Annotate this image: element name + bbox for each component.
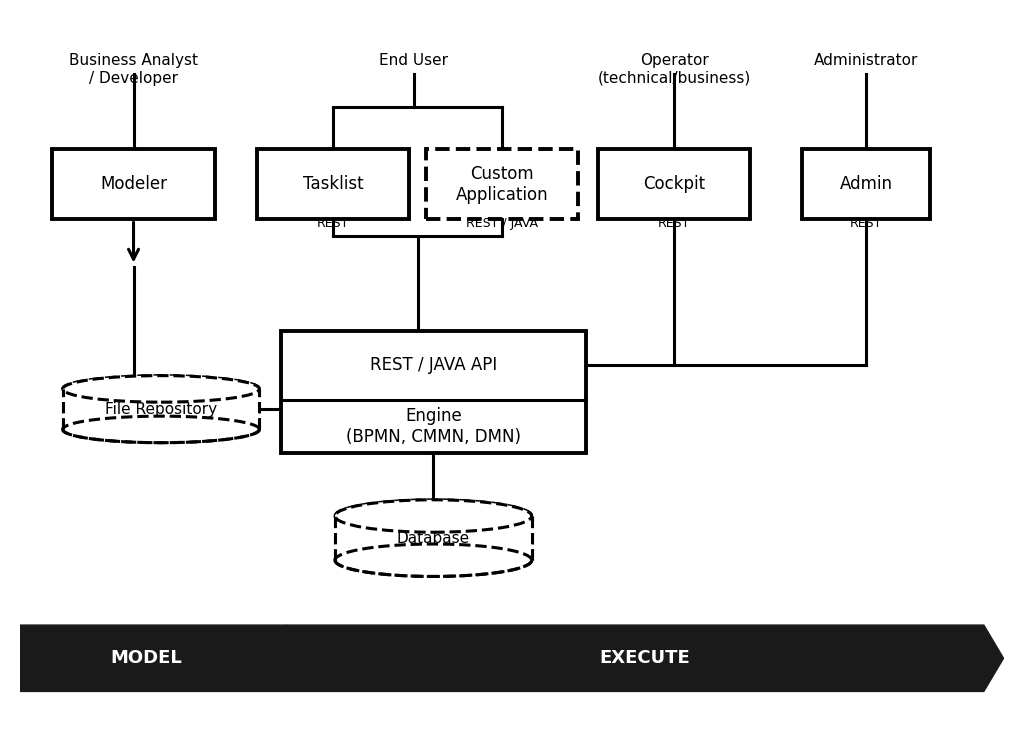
- Text: Custom
Application: Custom Application: [456, 165, 549, 204]
- Text: REST: REST: [658, 217, 690, 230]
- FancyBboxPatch shape: [802, 150, 930, 220]
- FancyBboxPatch shape: [52, 150, 215, 220]
- Text: End User: End User: [379, 53, 449, 68]
- FancyBboxPatch shape: [598, 150, 751, 220]
- Text: MODEL: MODEL: [111, 649, 182, 667]
- Text: REST: REST: [316, 217, 349, 230]
- FancyBboxPatch shape: [257, 150, 410, 220]
- Text: Operator
(technical/business): Operator (technical/business): [598, 53, 751, 86]
- Text: Business Analyst
/ Developer: Business Analyst / Developer: [69, 53, 198, 86]
- Text: File Repository: File Repository: [105, 402, 217, 417]
- Text: REST: REST: [850, 217, 882, 230]
- Text: Modeler: Modeler: [100, 175, 167, 193]
- Ellipse shape: [335, 500, 531, 532]
- Text: Tasklist: Tasklist: [303, 175, 364, 193]
- Bar: [335, 516, 531, 560]
- Text: EXECUTE: EXECUTE: [599, 649, 690, 667]
- Polygon shape: [20, 625, 310, 691]
- Ellipse shape: [62, 376, 259, 402]
- Text: Admin: Admin: [840, 175, 892, 193]
- Text: Engine
(BPMN, CMMN, DMN): Engine (BPMN, CMMN, DMN): [346, 407, 521, 446]
- Text: REST / JAVA: REST / JAVA: [466, 217, 539, 230]
- Polygon shape: [286, 625, 1004, 691]
- Text: Cockpit: Cockpit: [643, 175, 706, 193]
- Text: Administrator: Administrator: [814, 53, 919, 68]
- Text: REST / JAVA API: REST / JAVA API: [370, 356, 497, 374]
- Text: Database: Database: [396, 531, 470, 546]
- FancyBboxPatch shape: [281, 332, 586, 453]
- FancyBboxPatch shape: [426, 150, 579, 220]
- Bar: [62, 389, 259, 429]
